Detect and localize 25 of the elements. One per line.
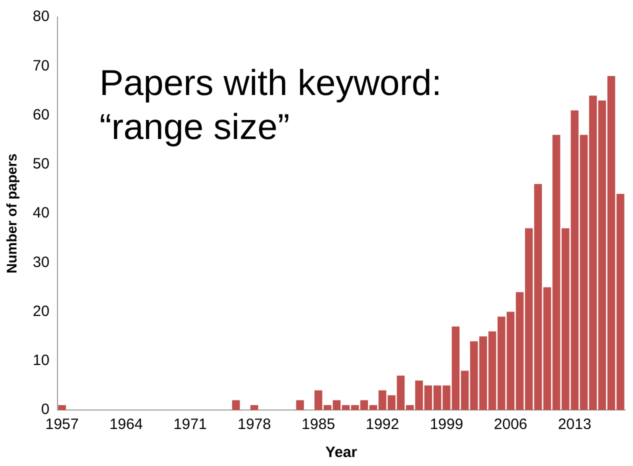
y-tick-label: 20 — [32, 302, 50, 320]
y-tick-label: 40 — [32, 204, 50, 222]
text: Papers with keyword: “range size” — [99, 62, 442, 147]
x-tick-label: 2013 — [558, 416, 592, 434]
y-tick-label: 50 — [32, 156, 50, 173]
y-tick-label: 70 — [32, 57, 50, 74]
bar — [58, 405, 66, 410]
x-tick-label: 1971 — [174, 416, 207, 434]
y-tick-label: 0 — [41, 401, 50, 418]
x-tick-label: 1999 — [430, 416, 464, 434]
x-axis-title: Year — [325, 444, 358, 462]
y-tick-label: 80 — [32, 8, 50, 26]
bar — [232, 400, 240, 410]
bar — [250, 405, 258, 410]
x-tick-label: 1978 — [238, 416, 271, 434]
x-tick-label: 1964 — [109, 416, 143, 434]
y-tick-label: 10 — [32, 352, 50, 370]
x-tick-label: 1957 — [45, 416, 79, 434]
x-tick-label: 1985 — [302, 416, 336, 434]
y-axis-title: Number of papers — [3, 153, 20, 274]
bar — [296, 400, 304, 410]
x-tick-label: 2006 — [494, 416, 528, 434]
y-tick-label: 30 — [32, 254, 50, 271]
x-tick-label: 1992 — [366, 416, 400, 434]
y-tick-label: 60 — [32, 106, 50, 124]
